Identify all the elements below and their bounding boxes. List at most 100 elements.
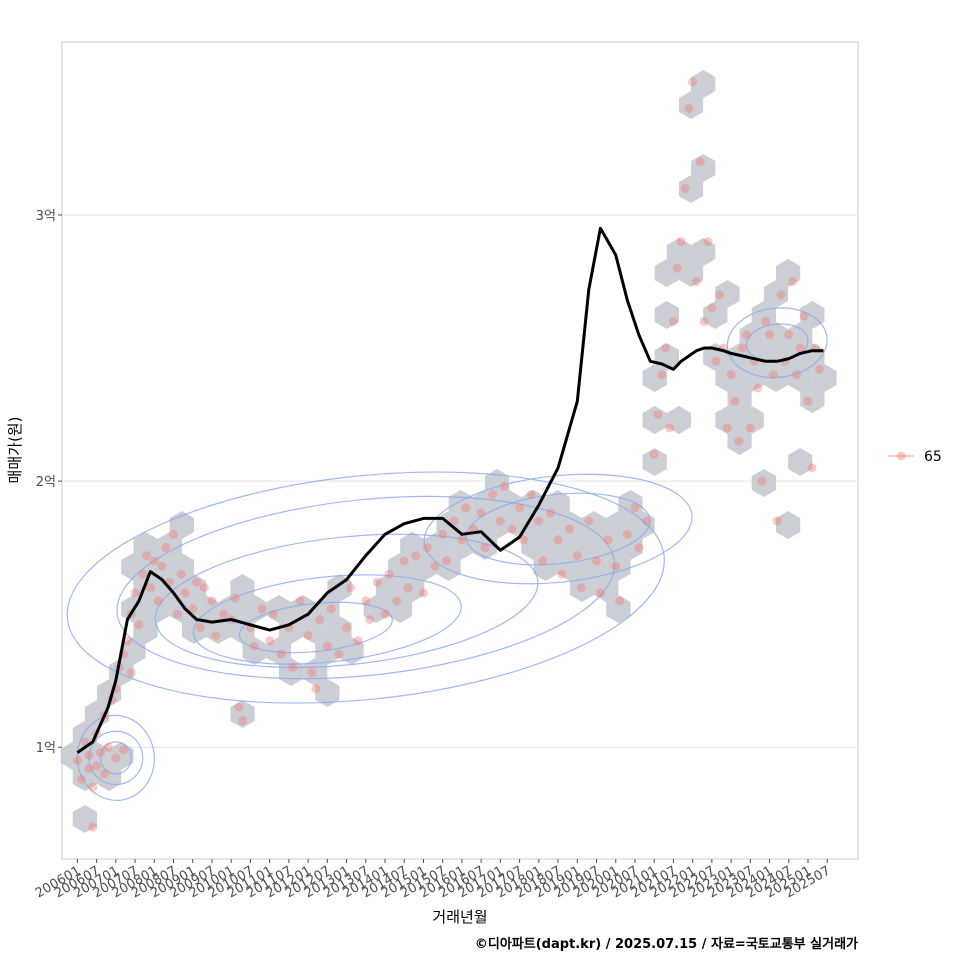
data-point	[803, 396, 813, 406]
contour-line	[726, 307, 828, 379]
contour-line	[76, 714, 155, 802]
hexbin-cell	[763, 280, 789, 308]
data-point	[734, 436, 744, 446]
hexbin-cell	[739, 406, 764, 434]
hexbin-cell	[121, 637, 146, 665]
data-point	[642, 516, 651, 526]
data-point	[211, 631, 221, 640]
hexbin-cell	[666, 406, 692, 434]
data-point	[611, 561, 621, 571]
hexbin-cell	[303, 616, 328, 644]
data-point	[499, 481, 509, 491]
data-point	[495, 516, 505, 526]
data-point	[399, 556, 409, 566]
hexbin-cell	[691, 154, 716, 182]
data-point	[572, 551, 582, 561]
hexbin-cell	[557, 553, 582, 581]
hexbin-cell	[400, 574, 425, 602]
hexbin-cell	[388, 553, 413, 581]
data-point	[799, 311, 809, 321]
data-point	[565, 524, 575, 534]
data-point	[518, 535, 528, 545]
hexbin-cell	[751, 343, 776, 371]
hexbin-cell	[266, 637, 291, 665]
data-point	[665, 423, 675, 433]
data-point	[438, 529, 448, 539]
data-point	[180, 588, 190, 598]
legend-key-point	[896, 451, 906, 461]
contour-line	[116, 495, 616, 680]
data-point	[715, 290, 725, 300]
data-point	[703, 237, 713, 247]
data-point	[757, 476, 767, 486]
data-point	[745, 423, 755, 433]
data-point	[192, 577, 202, 587]
data-point	[430, 561, 440, 571]
hexbin-cell	[109, 742, 134, 770]
y-tick-label: 1억	[36, 741, 56, 756]
hexbin-cell	[691, 238, 716, 266]
hexbin-cell	[751, 301, 776, 329]
y-tick-label: 3억	[36, 209, 56, 224]
contour-line	[238, 601, 393, 654]
data-point	[726, 370, 736, 380]
hexbin-cell	[630, 511, 655, 539]
hexbin-cell	[642, 448, 667, 476]
density-contours	[66, 307, 828, 802]
hexbin-cell	[582, 511, 607, 539]
data-point	[88, 822, 98, 832]
data-point	[449, 516, 459, 526]
hexbin-cell	[169, 595, 194, 623]
data-point	[684, 104, 694, 113]
hexbin-cell	[776, 511, 801, 539]
contour-line	[154, 533, 539, 669]
legend-label: 65	[924, 449, 942, 465]
plot-background	[61, 41, 859, 860]
data-point	[699, 316, 709, 326]
hexbin-cell	[315, 637, 340, 665]
data-point	[742, 330, 751, 340]
data-point	[361, 596, 371, 606]
hexbin-cell	[436, 553, 461, 581]
hexbin-cell	[715, 280, 740, 308]
data-point	[707, 303, 717, 313]
hexbin-cell	[485, 511, 510, 539]
data-point	[692, 277, 701, 286]
hexbin-cell	[278, 616, 304, 644]
hexbin-cell	[618, 490, 643, 518]
data-point	[365, 615, 375, 624]
data-point	[99, 769, 109, 779]
hexbin-cell	[266, 595, 291, 623]
data-point	[795, 343, 805, 353]
data-point	[661, 343, 671, 353]
data-point	[303, 631, 313, 640]
data-point	[657, 370, 667, 380]
hexbin-cell	[642, 364, 667, 392]
hexbin-cell	[133, 616, 158, 644]
data-point	[738, 343, 748, 353]
hexbin-cell	[157, 532, 182, 560]
hexbin-cell	[327, 616, 352, 644]
data-point	[342, 623, 352, 632]
data-point	[461, 503, 471, 513]
data-point	[557, 569, 567, 579]
data-point	[230, 593, 240, 603]
data-point	[269, 609, 278, 619]
data-point	[595, 588, 605, 598]
data-point	[622, 529, 632, 539]
hexbin-cell	[800, 385, 825, 413]
data-point	[630, 503, 640, 513]
data-point	[188, 604, 198, 614]
data-point	[553, 535, 563, 545]
data-point	[307, 668, 317, 678]
hexbin-cell	[121, 553, 146, 581]
hexbin-cell	[230, 700, 255, 728]
data-point	[545, 508, 555, 518]
hexbin-cell	[533, 553, 558, 581]
data-point	[138, 569, 148, 579]
hexbin-cell	[788, 322, 813, 350]
hexbin-cell	[315, 679, 340, 707]
data-point	[265, 636, 275, 646]
hexbin-cell	[703, 301, 728, 329]
data-point	[615, 596, 625, 606]
